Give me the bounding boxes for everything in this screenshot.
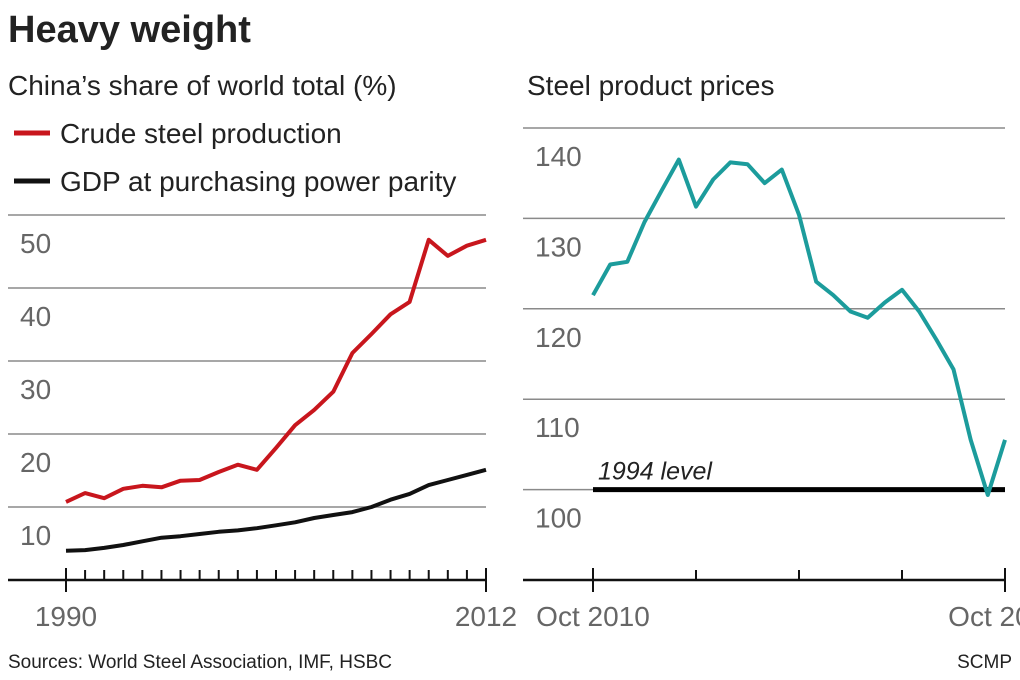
y-tick-label: 40 [20, 301, 51, 332]
series-line [65, 467, 487, 553]
credit: SCMP [957, 652, 1012, 673]
x-tick-label: Oct 2010 [536, 601, 650, 632]
series-line [65, 237, 487, 504]
legend-label: GDP at purchasing power parity [60, 166, 456, 197]
y-tick-label: 140 [535, 141, 582, 172]
y-tick-label: 100 [535, 503, 582, 534]
subtitle: China’s share of world total (%) [8, 70, 397, 101]
x-tick-label: 1990 [35, 601, 97, 632]
x-tick-label: Oct 2012 [948, 601, 1020, 632]
y-tick-label: 120 [535, 322, 582, 353]
y-tick-label: 30 [20, 374, 51, 405]
y-tick-label: 50 [20, 228, 51, 259]
legend-label: Crude steel production [60, 118, 342, 149]
y-tick-label: 20 [20, 447, 51, 478]
y-tick-label: 130 [535, 231, 582, 262]
source: Sources: World Steel Association, IMF, H… [8, 652, 392, 673]
title: Heavy weight [8, 9, 251, 51]
y-tick-label: 110 [535, 412, 580, 443]
x-tick-label: 2012 [455, 601, 517, 632]
reference-label: 1994 level [598, 458, 713, 486]
y-tick-label: 10 [20, 520, 51, 551]
subtitle: Steel product prices [527, 70, 774, 101]
series-line [591, 157, 1007, 497]
